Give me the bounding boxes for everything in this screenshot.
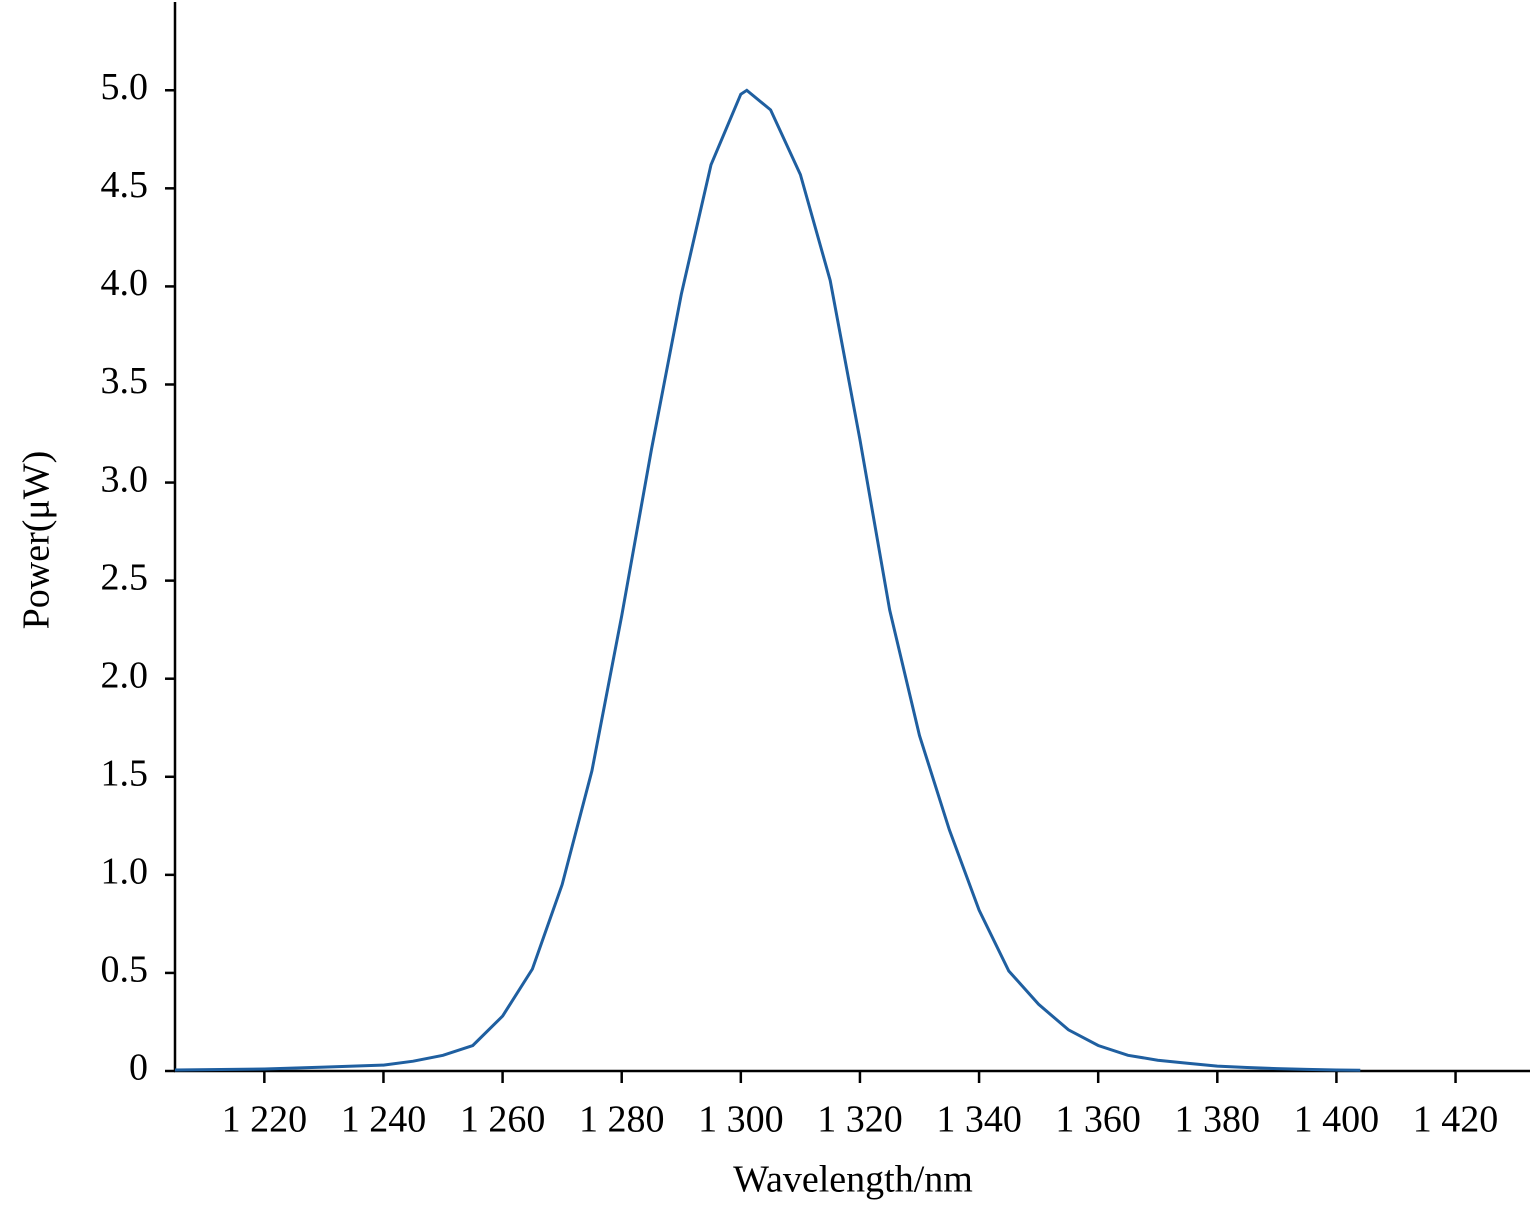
y-tick-label: 1.5 xyxy=(101,752,149,794)
x-tick-label: 1 320 xyxy=(817,1099,903,1141)
y-tick-label: 2.5 xyxy=(101,556,149,598)
y-tick-label: 0.5 xyxy=(101,949,149,991)
y-tick-label: 2.0 xyxy=(101,654,149,696)
y-tick-label: 3.5 xyxy=(101,360,149,402)
y-axis-label: Power(μW) xyxy=(16,451,58,630)
x-axis-label: Wavelength/nm xyxy=(733,1159,973,1201)
data-line xyxy=(174,88,1361,1072)
x-tick-label: 1 420 xyxy=(1413,1099,1499,1141)
x-tick-label: 1 280 xyxy=(579,1099,665,1141)
x-tick-label: 1 400 xyxy=(1294,1099,1380,1141)
y-tick-label: 4.0 xyxy=(101,262,149,304)
y-tick-label: 3.0 xyxy=(101,458,149,500)
x-tick-label: 1 240 xyxy=(341,1099,427,1141)
x-tick-label: 1 380 xyxy=(1175,1099,1261,1141)
y-tick-label: 1.0 xyxy=(101,851,149,893)
x-tick-label: 1 300 xyxy=(698,1099,784,1141)
x-tick-label: 1 220 xyxy=(222,1099,308,1141)
x-tick-label: 1 260 xyxy=(460,1099,546,1141)
x-tick-label: 1 340 xyxy=(936,1099,1022,1141)
y-tick-label: 5.0 xyxy=(101,66,149,108)
x-tick-label: 1 360 xyxy=(1055,1099,1141,1141)
y-tick-label: 0 xyxy=(129,1047,148,1089)
y-tick-label: 4.5 xyxy=(101,164,149,206)
